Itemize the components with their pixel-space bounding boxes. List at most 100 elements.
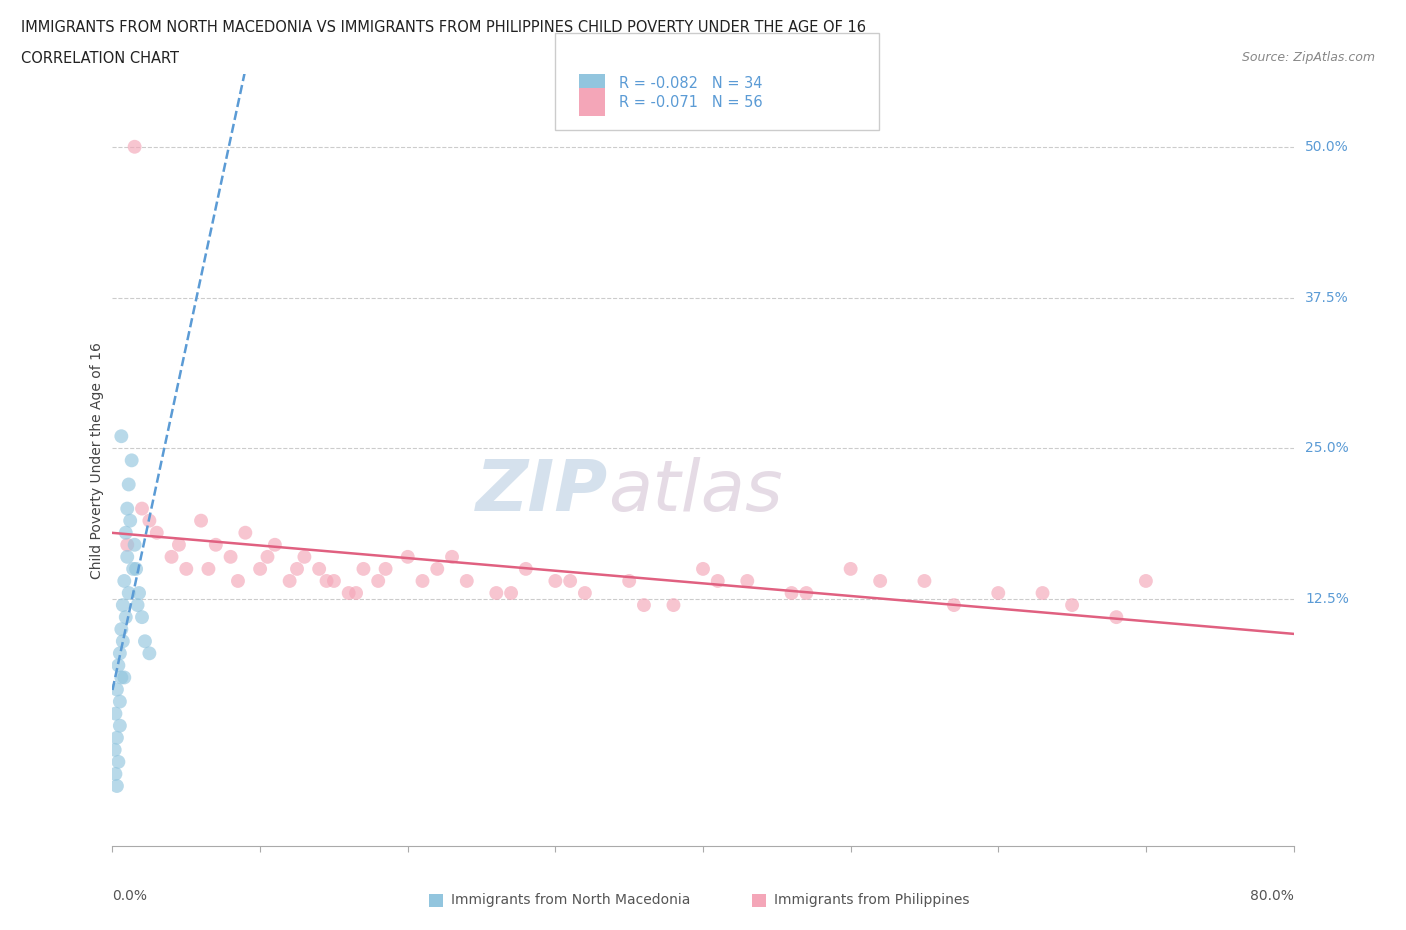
Point — [138, 513, 160, 528]
Point — [114, 525, 136, 540]
Point — [633, 598, 655, 613]
Point — [352, 562, 374, 577]
Point — [1105, 610, 1128, 625]
Point — [118, 586, 141, 601]
Point — [112, 574, 135, 589]
Point — [692, 562, 714, 577]
Text: 37.5%: 37.5% — [1305, 290, 1350, 304]
Point — [117, 550, 138, 565]
Point — [285, 562, 308, 577]
Point — [107, 754, 129, 769]
Point — [190, 513, 212, 528]
Point — [128, 586, 150, 601]
Point — [131, 501, 153, 516]
Point — [205, 538, 228, 552]
Point — [987, 586, 1010, 601]
Point — [160, 550, 183, 565]
Point — [105, 730, 128, 745]
Point — [104, 742, 127, 757]
Point — [264, 538, 287, 552]
Point — [426, 562, 449, 577]
Text: Immigrants from North Macedonia: Immigrants from North Macedonia — [451, 893, 690, 908]
Point — [456, 574, 478, 589]
Point — [780, 586, 803, 601]
Point — [308, 562, 330, 577]
Point — [146, 525, 169, 540]
Point — [1062, 598, 1084, 613]
Point — [125, 562, 148, 577]
Point — [219, 550, 242, 565]
Point — [839, 562, 862, 577]
Point — [292, 550, 315, 565]
Point — [197, 562, 219, 577]
Point — [138, 646, 160, 661]
Point — [127, 598, 149, 613]
Point — [131, 610, 153, 625]
Point — [485, 586, 508, 601]
Point — [278, 574, 301, 589]
Point — [233, 525, 256, 540]
Point — [942, 598, 965, 613]
Point — [337, 586, 360, 601]
Point — [120, 513, 142, 528]
Point — [110, 622, 132, 637]
Point — [174, 562, 197, 577]
Text: 25.0%: 25.0% — [1305, 442, 1350, 456]
Point — [515, 562, 537, 577]
Point — [104, 766, 127, 781]
Point — [124, 538, 146, 552]
Point — [105, 778, 128, 793]
Text: R = -0.071   N = 56: R = -0.071 N = 56 — [619, 95, 762, 110]
Point — [249, 562, 271, 577]
Text: ZIP: ZIP — [477, 457, 609, 525]
Point — [111, 634, 134, 649]
Point — [124, 140, 146, 154]
Text: 0.0%: 0.0% — [112, 888, 148, 902]
Point — [869, 574, 891, 589]
Point — [323, 574, 346, 589]
Text: CORRELATION CHART: CORRELATION CHART — [21, 51, 179, 66]
Point — [108, 694, 131, 709]
Point — [396, 550, 419, 565]
Point — [367, 574, 389, 589]
Point — [105, 682, 128, 697]
Point — [117, 501, 138, 516]
Point — [560, 574, 582, 589]
Text: Source: ZipAtlas.com: Source: ZipAtlas.com — [1241, 51, 1375, 64]
Text: atlas: atlas — [609, 457, 783, 525]
Point — [108, 718, 131, 733]
Point — [118, 477, 141, 492]
Point — [108, 646, 131, 661]
Point — [226, 574, 249, 589]
Point — [796, 586, 818, 601]
Point — [501, 586, 523, 601]
Point — [111, 598, 134, 613]
Point — [107, 658, 129, 672]
Point — [344, 586, 367, 601]
Point — [134, 634, 156, 649]
Point — [104, 706, 127, 721]
Point — [110, 670, 132, 684]
Point — [315, 574, 337, 589]
Text: 50.0%: 50.0% — [1305, 140, 1350, 153]
Point — [441, 550, 464, 565]
Y-axis label: Child Poverty Under the Age of 16: Child Poverty Under the Age of 16 — [90, 342, 104, 578]
Point — [707, 574, 730, 589]
Point — [412, 574, 434, 589]
Point — [167, 538, 190, 552]
Point — [662, 598, 685, 613]
Text: R = -0.082   N = 34: R = -0.082 N = 34 — [619, 76, 762, 91]
Point — [121, 453, 143, 468]
Text: IMMIGRANTS FROM NORTH MACEDONIA VS IMMIGRANTS FROM PHILIPPINES CHILD POVERTY UND: IMMIGRANTS FROM NORTH MACEDONIA VS IMMIG… — [21, 20, 866, 35]
Point — [737, 574, 759, 589]
Point — [544, 574, 567, 589]
Text: Immigrants from Philippines: Immigrants from Philippines — [775, 893, 970, 908]
Point — [112, 670, 135, 684]
Point — [374, 562, 396, 577]
Point — [110, 429, 132, 444]
Point — [256, 550, 278, 565]
Point — [1135, 574, 1157, 589]
Point — [1032, 586, 1054, 601]
Point — [619, 574, 641, 589]
Point — [114, 610, 136, 625]
